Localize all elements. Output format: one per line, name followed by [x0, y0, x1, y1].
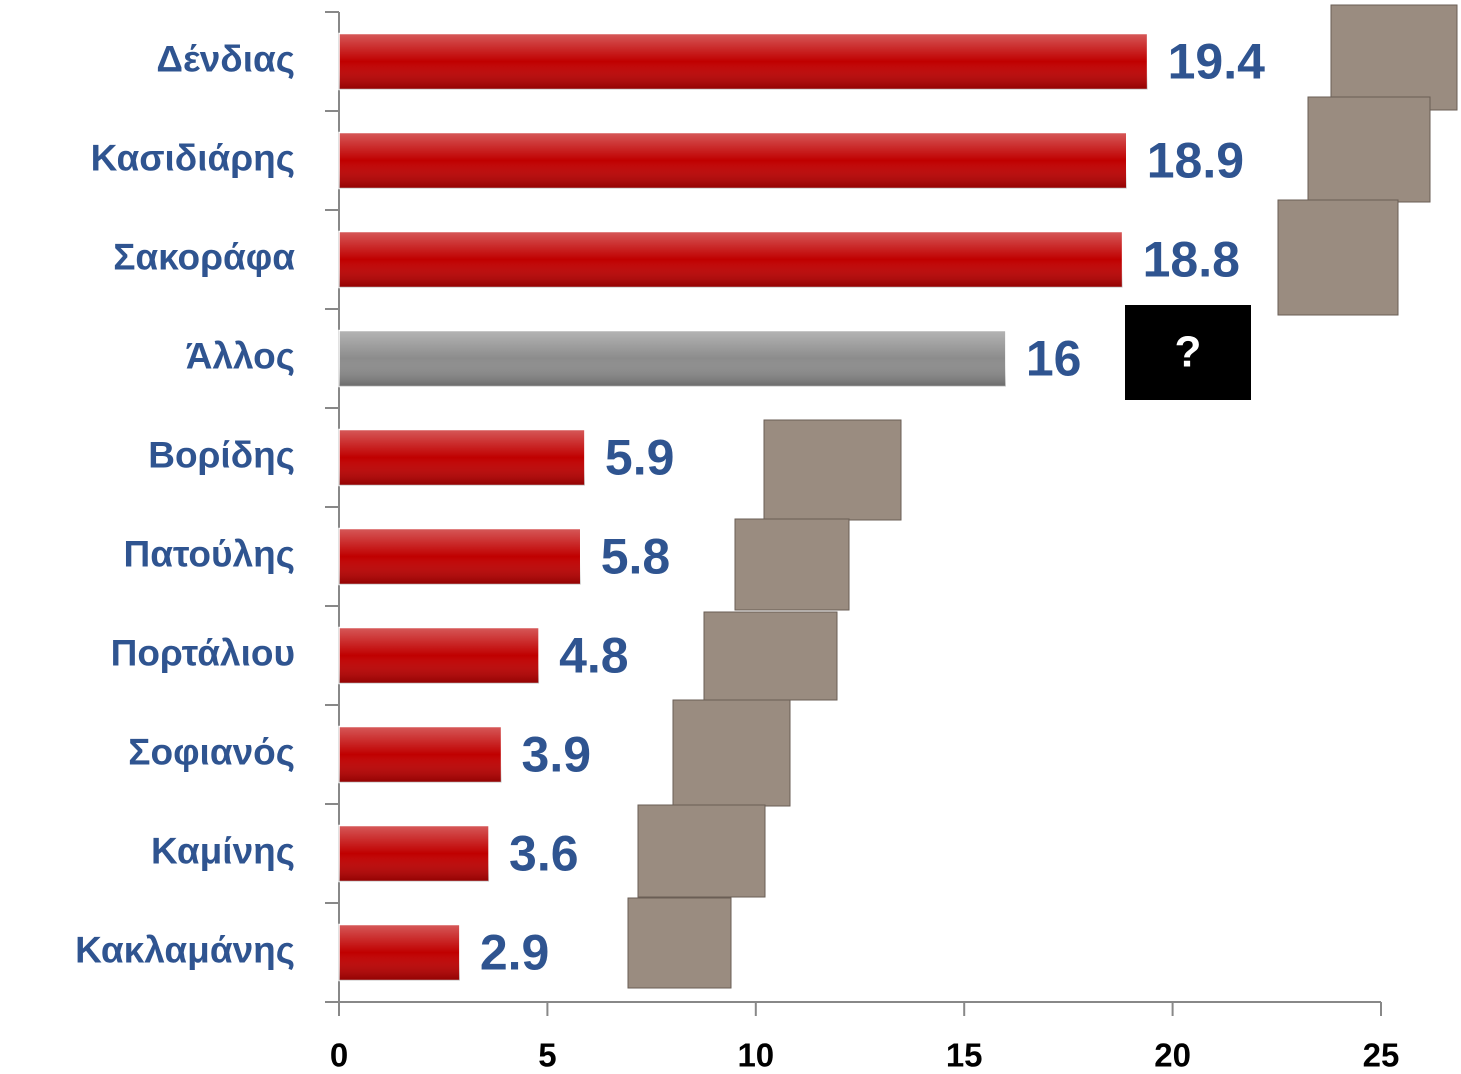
y-tick-label: Κακλαμάνης [75, 929, 295, 970]
portrait [735, 519, 849, 610]
value-label: 19.4 [1168, 34, 1266, 90]
portrait [764, 420, 901, 520]
portrait [1331, 5, 1457, 110]
y-tick-label: Πατούλης [123, 533, 295, 574]
x-tick-label: 5 [538, 1037, 556, 1074]
portrait [628, 898, 731, 988]
bar-shade [339, 133, 1127, 189]
bar-shade [339, 331, 1006, 387]
bar-shade [339, 826, 489, 882]
unknown-mark: ? [1175, 328, 1202, 377]
bar-shade [339, 727, 502, 783]
y-tick-label: Σοφιανός [128, 731, 295, 772]
y-tick-label: Βορίδης [148, 434, 295, 475]
bar-shade [339, 925, 460, 981]
value-label: 16 [1026, 331, 1082, 387]
x-tick-label: 20 [1154, 1037, 1191, 1074]
portrait [638, 805, 765, 897]
y-tick-label: Κασιδιάρης [91, 137, 295, 178]
portrait [1308, 97, 1430, 202]
y-tick-label: Πορτάλιου [111, 632, 295, 673]
bar-shade [339, 34, 1148, 90]
bar-shade [339, 529, 581, 585]
value-label: 18.8 [1143, 232, 1240, 288]
value-label: 4.8 [559, 628, 629, 684]
value-label: 5.9 [605, 430, 675, 486]
value-label: 3.9 [522, 727, 592, 783]
portrait [673, 700, 790, 806]
y-tick-label: Σακοράφα [113, 236, 295, 277]
y-tick-label: Καμίνης [151, 830, 295, 871]
bar-shade [339, 628, 539, 684]
value-label: 3.6 [509, 826, 579, 882]
y-tick-label: Δένδιας [156, 38, 295, 79]
x-tick-label: 0 [330, 1037, 348, 1074]
y-tick-label: Άλλος [186, 335, 295, 376]
value-label: 18.9 [1147, 133, 1244, 189]
x-tick-label: 10 [737, 1037, 774, 1074]
bar-shade [339, 430, 585, 486]
x-tick-label: 15 [946, 1037, 983, 1074]
value-label: 2.9 [480, 925, 550, 981]
portrait [1278, 200, 1398, 315]
chart: 0 5 10 15 20 25 19.4 Δένδιας 18.9 Κασιδιάρης 18.8 Σ… [0, 0, 1461, 1074]
bar-shade [339, 232, 1123, 288]
x-tick-label: 25 [1363, 1037, 1400, 1074]
portrait [704, 612, 837, 700]
value-label: 5.8 [601, 529, 671, 585]
